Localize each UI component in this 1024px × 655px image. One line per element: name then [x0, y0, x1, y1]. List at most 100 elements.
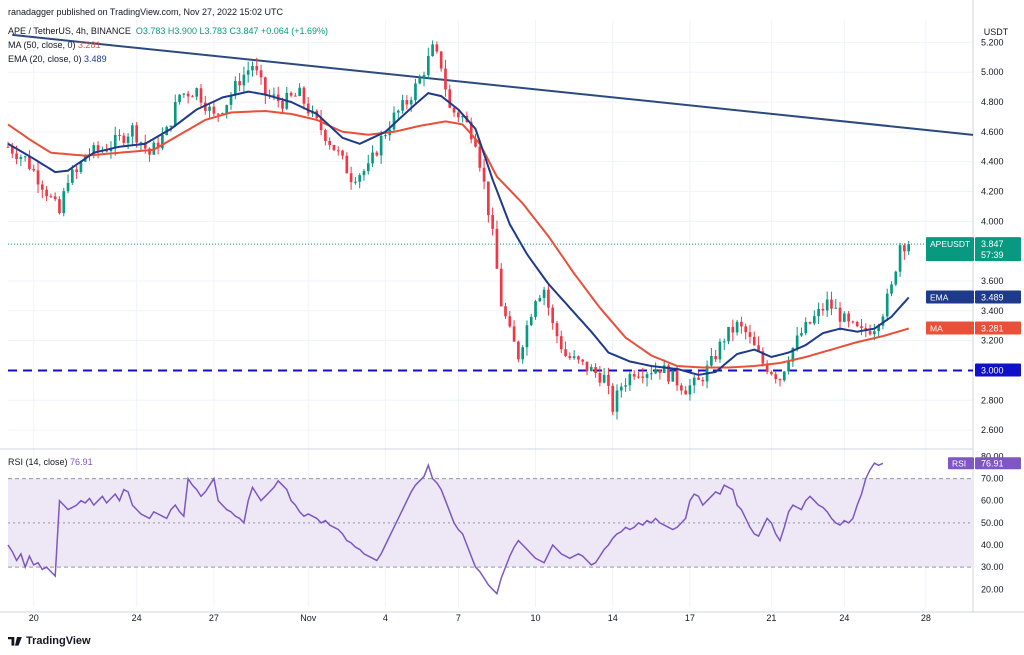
candle-body	[847, 313, 850, 322]
candle-body	[551, 307, 555, 324]
rsi-legend: RSI (14, close) 76.91	[8, 456, 93, 468]
candle-body	[722, 341, 726, 343]
ema-legend: EMA (20, close, 0) 3.489	[8, 53, 107, 65]
candle-body	[384, 135, 387, 137]
resistance-trendline	[12, 33, 974, 136]
rsi-tick-label: 60.00	[981, 496, 1004, 506]
candle-body	[710, 356, 713, 366]
candle-body	[409, 100, 413, 105]
candle-body	[28, 156, 31, 169]
candle-body	[264, 77, 267, 96]
candle-body	[131, 125, 134, 137]
candle-body	[817, 308, 820, 317]
candle-body	[697, 377, 700, 380]
candle-body	[195, 88, 199, 97]
ma-badge-label: MA	[930, 324, 943, 334]
rsi-tick-label: 50.00	[981, 518, 1004, 528]
time-tick-label: 24	[132, 613, 142, 623]
candle-body	[332, 145, 336, 151]
ema-badge-label-bg	[926, 290, 974, 304]
candle-body	[559, 336, 563, 350]
rsi-tick-label: 20.00	[981, 584, 1004, 594]
candle-body	[75, 169, 78, 173]
candle-body	[379, 135, 383, 156]
candle-body	[191, 96, 194, 98]
candle-body	[371, 152, 374, 164]
candle-body	[375, 152, 379, 156]
candle-body	[692, 377, 696, 386]
candle-body	[246, 70, 250, 75]
candle-body	[49, 196, 53, 198]
rsi-tick-label: 70.00	[981, 474, 1004, 484]
candle-body	[23, 156, 27, 158]
candle-body	[143, 142, 147, 149]
candle-body	[178, 94, 181, 103]
candle-body	[735, 321, 739, 333]
candle-body	[431, 44, 434, 56]
candle-body	[255, 65, 259, 71]
candle-body	[15, 153, 18, 160]
candle-body	[487, 181, 490, 216]
candle-body	[821, 308, 825, 311]
candle-body	[435, 44, 439, 52]
ma50-line	[7, 109, 909, 369]
candle-body	[521, 347, 524, 360]
candle-body	[66, 182, 70, 192]
candle-body	[294, 95, 297, 97]
candle-body	[572, 356, 576, 359]
tradingview-logo-icon	[8, 636, 22, 646]
last-price-badge-countdown: 57:39	[981, 250, 1004, 260]
last-price-badge-value-bg	[975, 237, 1021, 262]
candle-body	[358, 175, 362, 182]
candle-body	[71, 169, 74, 183]
tradingview-logo[interactable]: TradingView	[8, 635, 91, 647]
candle-body	[62, 191, 66, 214]
rsi-value: 76.91	[70, 457, 93, 467]
ma-badge-value: 3.281	[981, 324, 1004, 334]
candle-body	[324, 130, 327, 142]
candle-body	[744, 326, 748, 333]
candle-body	[615, 390, 619, 412]
candle-body	[53, 196, 57, 200]
symbol-legend: APE / TetherUS, 4h, BINANCE O3.783 H3.90…	[8, 25, 328, 37]
candle-body	[890, 284, 893, 294]
candle-body	[444, 68, 447, 90]
ma-legend: MA (50, close, 0) 3.281	[8, 39, 101, 51]
price-tick-label: 5.000	[981, 67, 1004, 77]
candle-body	[169, 125, 173, 127]
candle-body	[508, 316, 512, 327]
candle-body	[203, 102, 207, 111]
candle-body	[632, 374, 636, 377]
price-tick-label: 2.800	[981, 395, 1004, 405]
candle-body	[838, 307, 842, 322]
candle-body	[684, 390, 687, 395]
candle-body	[225, 104, 229, 114]
candle-body	[624, 385, 627, 387]
candle-body	[139, 142, 143, 144]
price-tick-label: 4.400	[981, 157, 1004, 167]
candle-body	[529, 316, 533, 326]
candle-body	[542, 289, 546, 298]
time-tick-label: Nov	[300, 613, 317, 623]
candle-body	[251, 65, 254, 71]
candle-body	[718, 341, 722, 360]
candle-body	[221, 113, 224, 115]
candle-body	[868, 331, 872, 335]
candle-body	[589, 367, 593, 372]
candle-body	[795, 335, 799, 348]
price-tick-label: 4.000	[981, 216, 1004, 226]
candle-body	[328, 141, 331, 146]
candle-body	[555, 323, 559, 337]
rsi-badge-value-bg	[975, 457, 1021, 470]
candle-body	[894, 271, 898, 285]
candle-body	[79, 161, 83, 173]
candle-body	[628, 374, 632, 386]
ema-label: EMA (20, close, 0)	[8, 54, 82, 64]
candle-body	[461, 115, 464, 118]
candle-body	[302, 87, 306, 104]
candle-body	[199, 88, 203, 103]
candle-body	[512, 326, 516, 342]
support-value: 3.000	[981, 365, 1004, 375]
candle-body	[105, 150, 108, 152]
